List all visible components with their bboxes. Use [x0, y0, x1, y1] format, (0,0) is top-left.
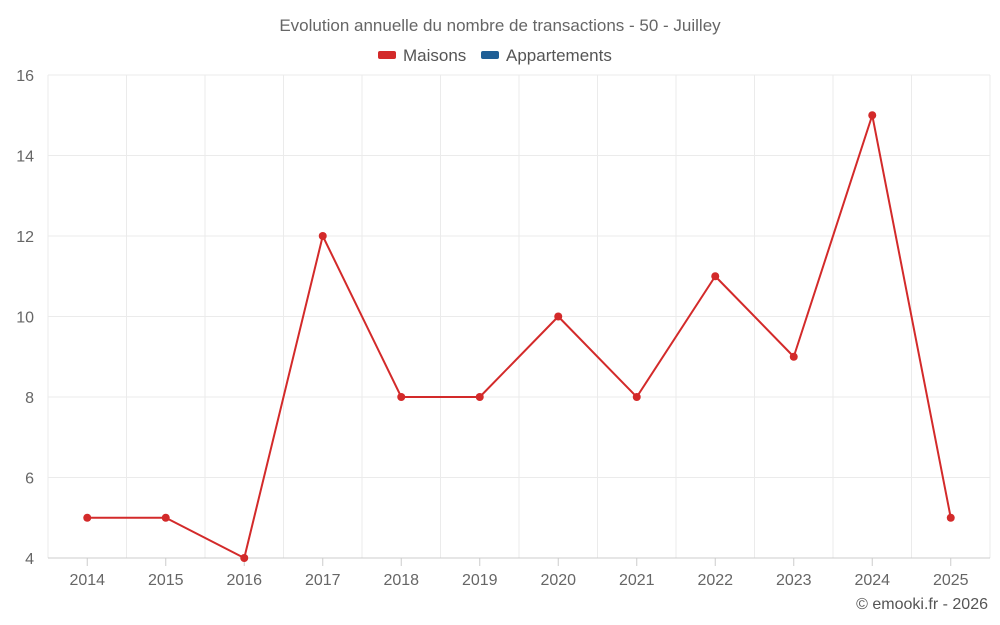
data-point[interactable] [632, 393, 641, 401]
x-tick-label: 2018 [383, 572, 419, 589]
data-point[interactable] [240, 554, 249, 562]
series-maisons [83, 111, 955, 562]
data-point[interactable] [711, 272, 720, 281]
x-tick-label: 2015 [148, 572, 184, 589]
data-point[interactable] [868, 111, 877, 120]
data-point[interactable] [83, 513, 92, 522]
x-tick-label: 2014 [69, 572, 105, 589]
x-tick-label: 2023 [776, 572, 812, 589]
chart-title: Evolution annuelle du nombre de transact… [279, 16, 721, 35]
data-point[interactable] [554, 312, 563, 321]
grid [47, 74, 991, 558]
data-point[interactable] [397, 393, 406, 401]
x-tick-label: 2017 [305, 572, 341, 589]
y-tick-label: 16 [16, 68, 34, 85]
x-tick-label: 2024 [854, 572, 890, 589]
y-tick-label: 14 [16, 149, 34, 166]
data-point[interactable] [946, 513, 955, 522]
x-tick-label: 2021 [619, 572, 655, 589]
y-tick-label: 8 [25, 390, 34, 407]
x-tick-label: 2025 [933, 572, 969, 589]
x-tick-label: 2016 [226, 572, 262, 589]
y-tick-label: 12 [16, 229, 34, 246]
data-point[interactable] [789, 352, 798, 361]
legend-label-appartements[interactable]: Appartements [506, 46, 612, 65]
data-point[interactable] [318, 232, 327, 240]
x-tick-label: 2022 [697, 572, 733, 589]
data-point[interactable] [161, 513, 170, 522]
credit-text: © emooki.fr - 2026 [856, 596, 988, 613]
legend-swatch-appartements[interactable] [481, 51, 499, 59]
legend-label-maisons[interactable]: Maisons [403, 46, 466, 65]
x-tick-label: 2019 [462, 572, 498, 589]
x-tick-label: 2020 [540, 572, 576, 589]
y-tick-label: 10 [16, 310, 34, 327]
axes: 4 6 8 10 12 14 16 2014 2015 2016 2017 2018 2019 2020 2… [16, 68, 990, 589]
data-point[interactable] [475, 393, 484, 401]
legend-swatch-maisons[interactable] [378, 51, 396, 59]
y-tick-label: 6 [25, 471, 34, 488]
y-tick-label: 4 [25, 551, 34, 568]
series-line-maisons [87, 114, 952, 559]
legend: Maisons Appartements [378, 46, 612, 65]
